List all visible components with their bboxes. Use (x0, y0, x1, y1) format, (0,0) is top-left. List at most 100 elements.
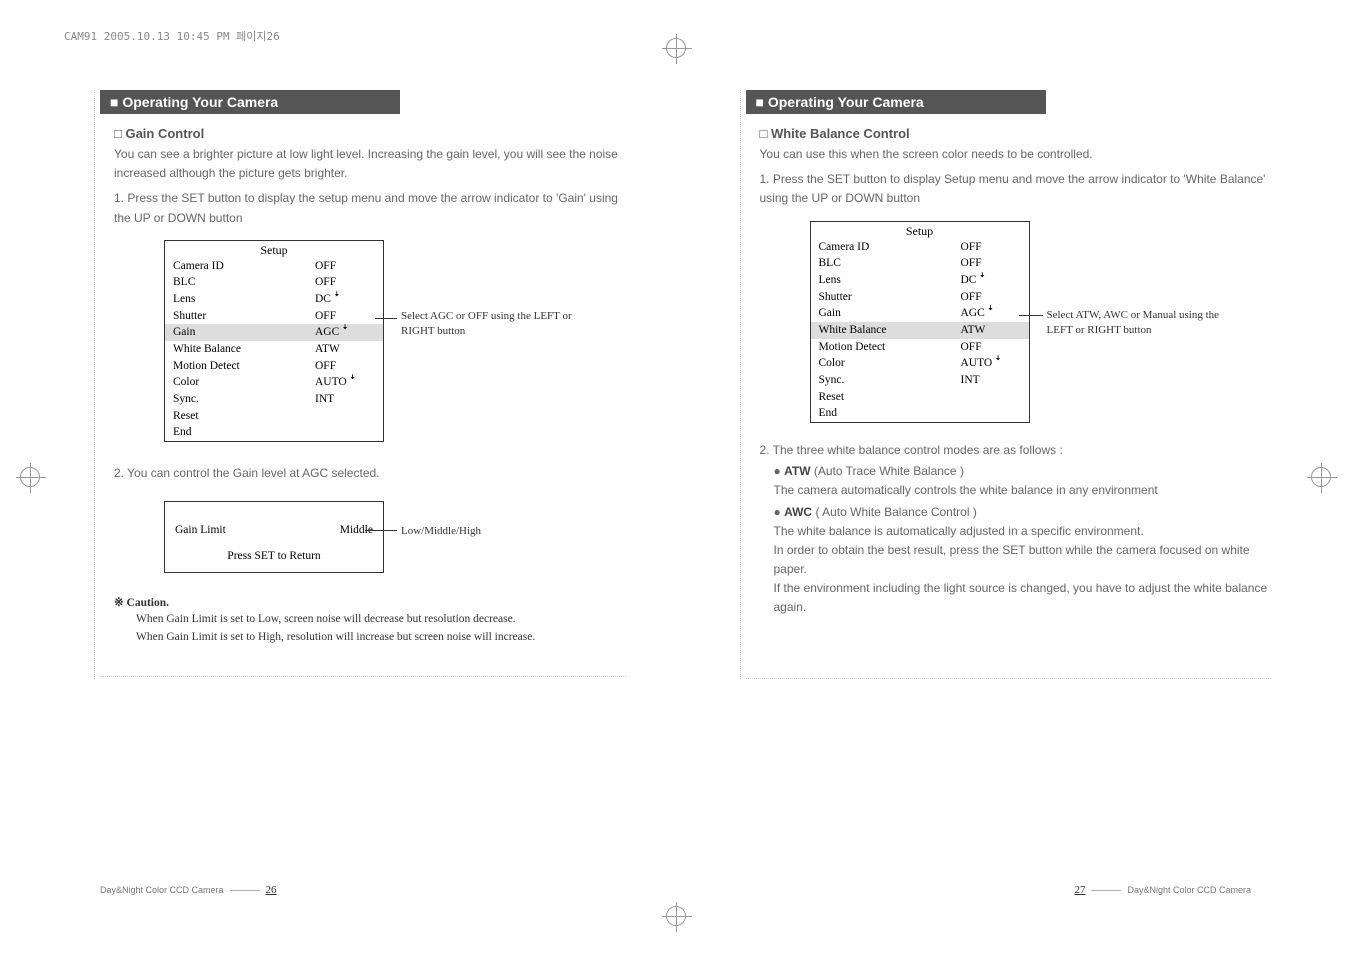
awc-bullet: ● AWC ( Auto White Balance Control ) (774, 503, 1272, 522)
setup-row-value: AUTO ꜜ (961, 355, 1021, 372)
wb-step2: 2. The three white balance control modes… (760, 441, 1272, 460)
setup-row-value: OFF (961, 289, 1021, 306)
awc-body3: If the environment including the light s… (774, 579, 1272, 617)
setup-row: Sync.INT (811, 372, 1029, 389)
gain-intro: You can see a brighter picture at low li… (114, 145, 626, 183)
setup-row-label: Lens (819, 272, 961, 289)
setup-row-label: Lens (173, 291, 315, 308)
setup-row-value (961, 405, 1021, 422)
caution-body2: When Gain Limit is set to High, resoluti… (136, 629, 626, 645)
gain-limit-label: Gain Limit (175, 524, 340, 536)
setup-row: ColorAUTO ꜜ (811, 355, 1029, 372)
setup-row-value: ATW (315, 341, 375, 358)
section-title-right: Operating Your Camera (746, 90, 1046, 114)
gain-return-text: Press SET to Return (165, 550, 383, 562)
setup-row-label: Color (819, 355, 961, 372)
footer-left: Day&Night Color CCD Camera 26 (100, 884, 277, 896)
setup-row: End (165, 424, 383, 441)
gain-annotation: Low/Middle/High (401, 524, 481, 539)
setup-row-value: AGC ꜜ (961, 305, 1021, 322)
footer-label-left: Day&Night Color CCD Camera (100, 885, 224, 895)
crop-mark-right (1311, 467, 1331, 487)
setup-row-label: Gain (819, 305, 961, 322)
setup-row-label: Motion Detect (819, 339, 961, 356)
setup-title: Setup (165, 241, 383, 258)
setup-row: Sync.INT (165, 391, 383, 408)
setup-row-value: OFF (315, 358, 375, 375)
setup-row: Motion DetectOFF (811, 339, 1029, 356)
footer-label-right: Day&Night Color CCD Camera (1127, 885, 1251, 895)
gain-step1: 1. Press the SET button to display the s… (114, 189, 626, 227)
setup-row-value: OFF (315, 308, 375, 325)
gain-step2: 2. You can control the Gain level at AGC… (114, 464, 626, 483)
crop-mark-left (20, 467, 40, 487)
setup-row: ShutterOFF (165, 308, 383, 325)
setup-row: Camera IDOFF (811, 239, 1029, 256)
setup-row-label: Camera ID (173, 258, 315, 275)
setup-row-label: White Balance (819, 322, 961, 339)
wb-step1: 1. Press the SET button to display Setup… (760, 170, 1272, 208)
awc-body2: In order to obtain the best result, pres… (774, 541, 1272, 579)
setup-annotation-right: Select ATW, AWC or Manual using the LEFT… (1047, 308, 1227, 339)
caution-body1: When Gain Limit is set to Low, screen no… (136, 611, 626, 627)
atw-label: ATW (784, 464, 810, 478)
setup-row-label: End (173, 424, 315, 441)
setup-row-label: Shutter (173, 308, 315, 325)
awc-body1: The white balance is automatically adjus… (774, 522, 1272, 541)
setup-row-label: End (819, 405, 961, 422)
setup-row-label: Color (173, 374, 315, 391)
setup-row: LensDC ꜜ (811, 272, 1029, 289)
setup-row-label: Reset (173, 408, 315, 425)
caution-block: ※ Caution. When Gain Limit is set to Low… (114, 595, 626, 645)
setup-row-value: OFF (315, 274, 375, 291)
setup-row: GainAGC ꜜ (811, 305, 1029, 322)
setup-row-value: OFF (315, 258, 375, 275)
setup-row: GainAGC ꜜ (165, 324, 383, 341)
setup-row: White BalanceATW (811, 322, 1029, 339)
setup-row-label: Reset (819, 389, 961, 406)
setup-row-value: DC ꜜ (315, 291, 375, 308)
setup-row: BLCOFF (165, 274, 383, 291)
page-num-27: 27 (1074, 884, 1085, 896)
setup-title-r: Setup (811, 222, 1029, 239)
caution-title: ※ Caution. (114, 595, 626, 609)
atw-paren: (Auto Trace White Balance ) (814, 464, 964, 478)
setup-row: White BalanceATW (165, 341, 383, 358)
setup-row: Camera IDOFF (165, 258, 383, 275)
setup-row-value (315, 408, 375, 425)
setup-row: BLCOFF (811, 255, 1029, 272)
setup-row-value: OFF (961, 255, 1021, 272)
setup-row-value (315, 424, 375, 441)
setup-row-value (961, 389, 1021, 406)
setup-annotation-left: Select AGC or OFF using the LEFT or RIGH… (401, 309, 601, 340)
setup-row-value: INT (961, 372, 1021, 389)
crop-mark-top (666, 0, 686, 58)
setup-row-label: Shutter (819, 289, 961, 306)
setup-row-label: Camera ID (819, 239, 961, 256)
wb-control-title: White Balance Control (760, 126, 1272, 141)
setup-menu-right: Setup Select ATW, AWC or Manual using th… (810, 221, 1030, 423)
setup-row: ShutterOFF (811, 289, 1029, 306)
footer-right: 27 Day&Night Color CCD Camera (1074, 884, 1251, 896)
atw-body: The camera automatically controls the wh… (774, 481, 1272, 500)
setup-row: Reset (811, 389, 1029, 406)
section-title-left: Operating Your Camera (100, 90, 400, 114)
setup-row-value: ATW (961, 322, 1021, 339)
setup-row-label: Sync. (819, 372, 961, 389)
setup-row: ColorAUTO ꜜ (165, 374, 383, 391)
setup-row: Motion DetectOFF (165, 358, 383, 375)
setup-row-label: BLC (819, 255, 961, 272)
atw-bullet: ● ATW (Auto Trace White Balance ) (774, 462, 1272, 481)
setup-row-value: AUTO ꜜ (315, 374, 375, 391)
awc-paren: ( Auto White Balance Control ) (815, 505, 976, 519)
setup-row: Reset (165, 408, 383, 425)
setup-row-label: White Balance (173, 341, 315, 358)
gain-limit-box: Gain Limit Middle Press SET to Return Lo… (164, 501, 384, 573)
gain-control-title: Gain Control (114, 126, 626, 141)
setup-row-label: Sync. (173, 391, 315, 408)
setup-row-value: OFF (961, 339, 1021, 356)
setup-row: LensDC ꜜ (165, 291, 383, 308)
setup-row-value: AGC ꜜ (315, 324, 375, 341)
setup-row-value: INT (315, 391, 375, 408)
setup-row-value: DC ꜜ (961, 272, 1021, 289)
